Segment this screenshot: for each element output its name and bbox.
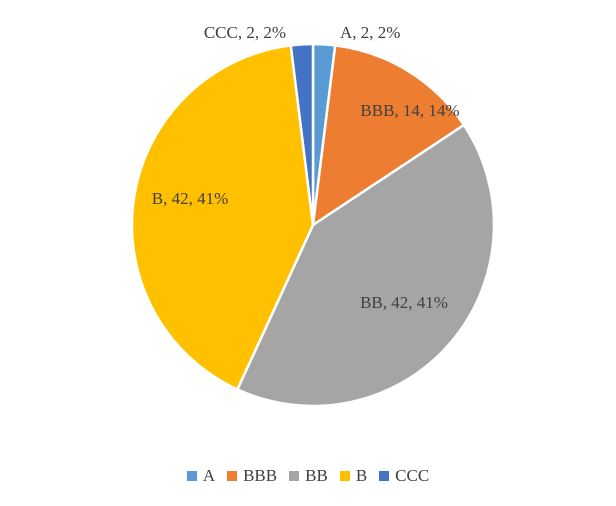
pie-slice-b (130, 43, 315, 392)
data-label-ccc: CCC, 2, 2% (204, 23, 286, 42)
pie-data-labels: A, 2, 2% BBB, 14, 14% BB, 42, 41% B, 42, 41… (152, 23, 460, 312)
legend-label-b: B (355, 466, 368, 485)
legend-label-ccc: CCC (395, 466, 430, 485)
legend-item-bbb: BBB (227, 466, 277, 486)
legend-item-ccc: CCC (379, 466, 429, 486)
legend-swatch-bb (289, 471, 300, 481)
legend-item-b: B (339, 466, 368, 486)
data-label-bbb: BBB, 14, 14% (360, 101, 459, 120)
data-label-bb: BB, 42, 41% (360, 293, 448, 312)
data-label-a: A, 2, 2% (340, 23, 400, 42)
legend-item-a: A (186, 466, 216, 486)
legend-swatch-bbb (227, 471, 238, 481)
pie-slice-bb (235, 123, 496, 408)
legend: A BBB BB B CCC (0, 466, 616, 486)
legend-label-bb: BB (305, 466, 328, 485)
legend-swatch-ccc (379, 471, 390, 481)
legend-swatch-a (186, 471, 197, 481)
pie-slice-bbb (311, 43, 466, 228)
legend-label-bbb: BBB (243, 466, 278, 485)
data-label-b: B, 42, 41% (152, 189, 229, 208)
pie-slice-ccc (289, 42, 315, 226)
legend-item-bb: BB (289, 466, 328, 486)
legend-label-a: A (202, 466, 216, 485)
legend-swatch-b (339, 471, 350, 481)
pie-slices (130, 42, 496, 408)
